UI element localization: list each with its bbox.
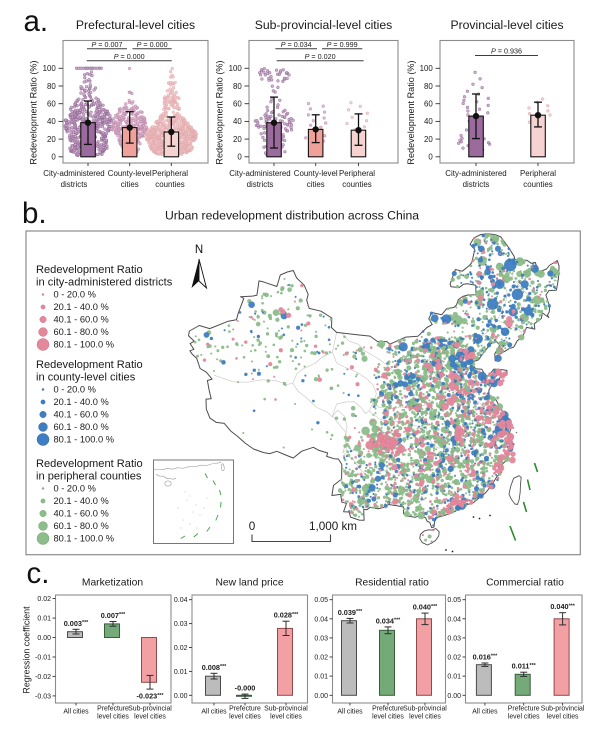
svg-text:P = 0.000: P = 0.000 xyxy=(114,52,145,61)
svg-text:Peripheral: Peripheral xyxy=(339,169,375,178)
svg-text:districts: districts xyxy=(61,180,88,189)
svg-text:counties: counties xyxy=(523,180,552,189)
svg-text:cities: cities xyxy=(307,180,325,189)
svg-text:60: 60 xyxy=(424,100,433,109)
svg-text:Urban redevelopment distributi: Urban redevelopment distribution across … xyxy=(165,209,419,223)
svg-text:P = 0.007: P = 0.007 xyxy=(92,40,123,49)
svg-text:20: 20 xyxy=(47,135,56,144)
svg-text:80: 80 xyxy=(424,82,433,91)
svg-text:counties: counties xyxy=(155,180,184,189)
svg-text:County-level: County-level xyxy=(294,169,338,178)
svg-text:City-administered: City-administered xyxy=(43,169,104,178)
svg-text:a.: a. xyxy=(24,5,49,38)
svg-text:Peripheral: Peripheral xyxy=(520,169,556,178)
svg-text:P = 0.000: P = 0.000 xyxy=(137,40,168,49)
svg-text:80: 80 xyxy=(47,82,56,91)
svg-text:0: 0 xyxy=(237,153,242,162)
svg-text:Peripheral: Peripheral xyxy=(152,169,188,178)
svg-text:Redevelopment Ratio (%): Redevelopment Ratio (%) xyxy=(406,60,416,164)
svg-text:40: 40 xyxy=(233,117,242,126)
svg-text:100: 100 xyxy=(229,64,243,73)
svg-text:40: 40 xyxy=(47,117,56,126)
svg-text:P = 0.936: P = 0.936 xyxy=(491,47,522,56)
svg-text:Redevelopment Ratio (%): Redevelopment Ratio (%) xyxy=(215,60,225,164)
svg-text:Prefectural-level cities: Prefectural-level cities xyxy=(76,18,195,32)
svg-text:0: 0 xyxy=(51,153,56,162)
svg-text:P = 0.034: P = 0.034 xyxy=(281,40,312,49)
svg-text:b.: b. xyxy=(22,197,47,230)
svg-text:County-level: County-level xyxy=(108,169,152,178)
svg-text:60: 60 xyxy=(47,100,56,109)
svg-text:100: 100 xyxy=(420,64,434,73)
svg-text:20: 20 xyxy=(233,135,242,144)
svg-text:60: 60 xyxy=(233,100,242,109)
svg-text:counties: counties xyxy=(342,180,371,189)
svg-text:Sub-provincial-level cities: Sub-provincial-level cities xyxy=(255,18,393,32)
svg-text:Redevelopment Ratio (%): Redevelopment Ratio (%) xyxy=(29,60,39,164)
svg-text:Provincial-level cities: Provincial-level cities xyxy=(450,18,563,32)
svg-text:districts: districts xyxy=(463,180,490,189)
svg-text:100: 100 xyxy=(43,64,57,73)
svg-text:P = 0.999: P = 0.999 xyxy=(327,40,358,49)
svg-text:City-administered: City-administered xyxy=(229,169,290,178)
svg-text:City-administered: City-administered xyxy=(445,169,506,178)
svg-text:80: 80 xyxy=(233,82,242,91)
svg-text:0: 0 xyxy=(428,153,433,162)
svg-text:20: 20 xyxy=(424,135,433,144)
svg-text:cities: cities xyxy=(121,180,139,189)
svg-text:P = 0.020: P = 0.020 xyxy=(305,52,336,61)
svg-text:districts: districts xyxy=(247,180,274,189)
svg-text:40: 40 xyxy=(424,117,433,126)
